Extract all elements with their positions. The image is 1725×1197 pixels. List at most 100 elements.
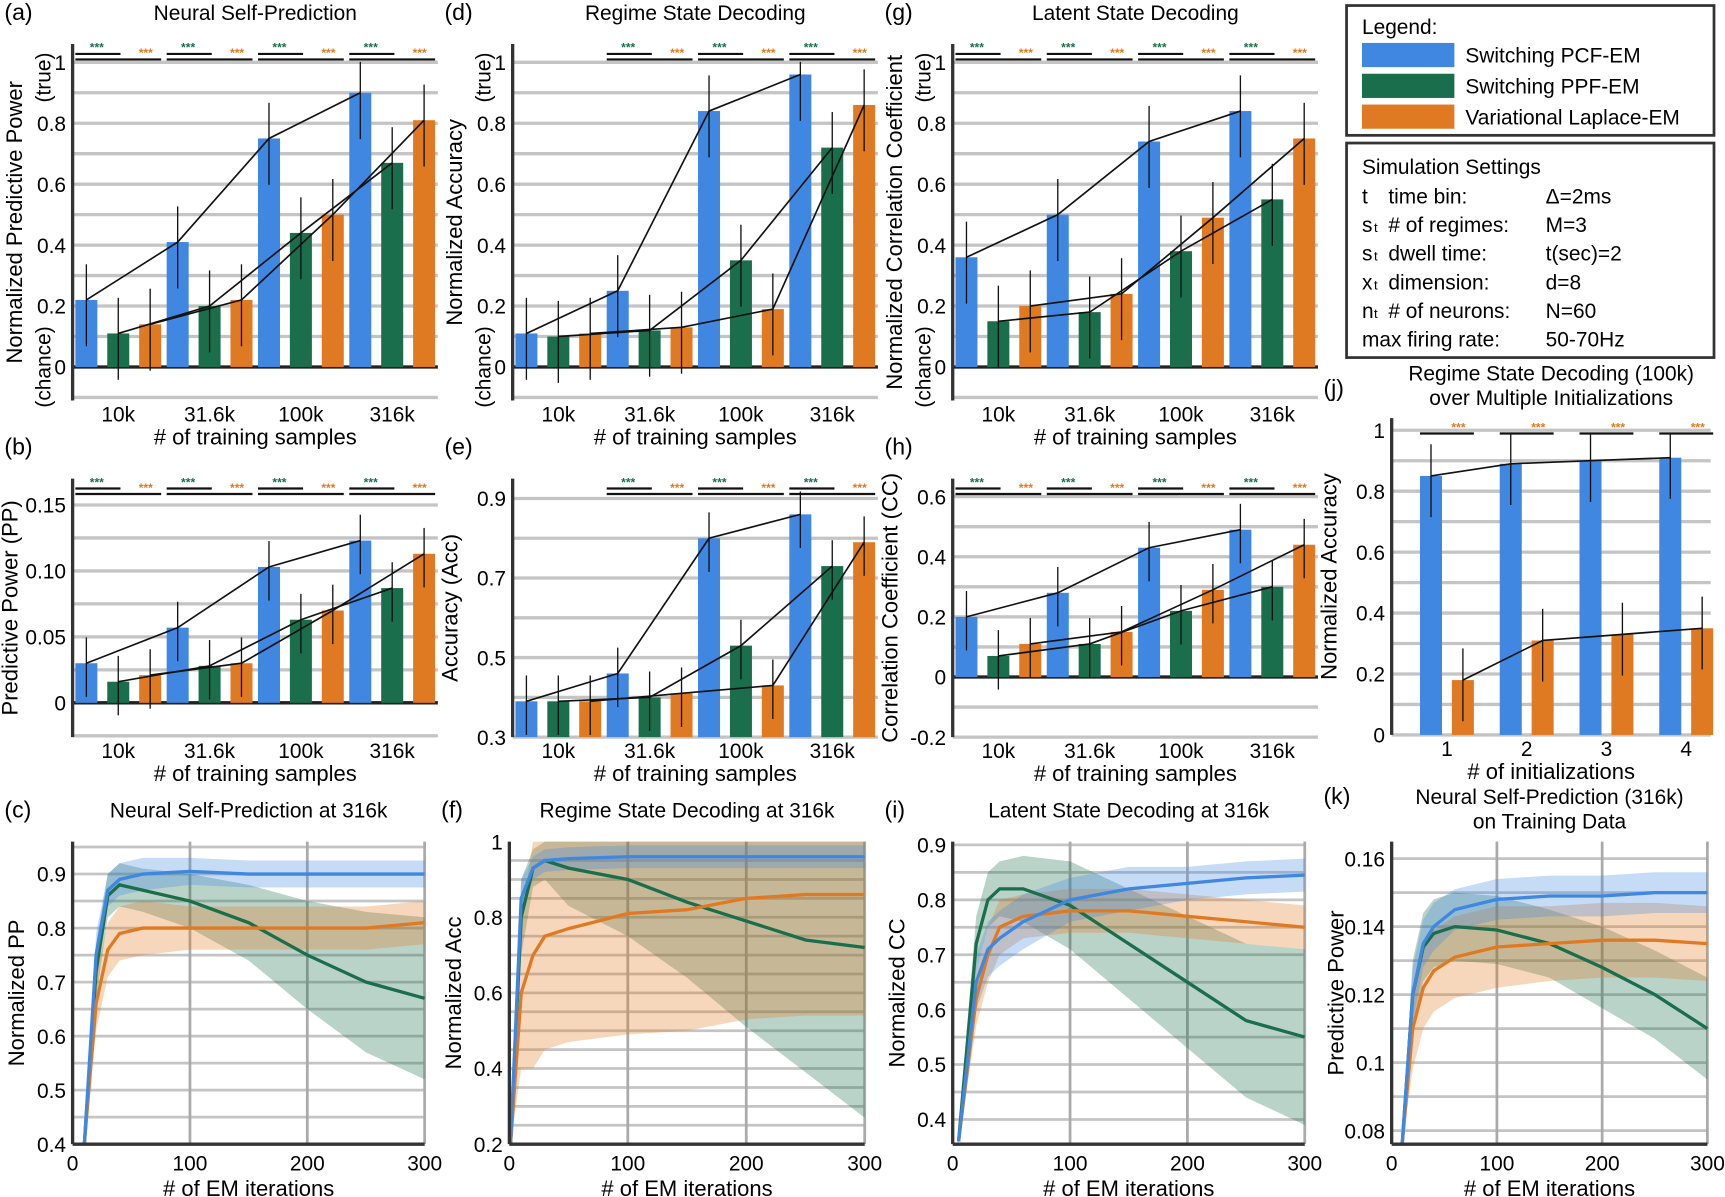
category-label: 4 bbox=[1680, 738, 1692, 761]
bar bbox=[289, 232, 312, 367]
y-axis-label: Normalized CC bbox=[884, 918, 909, 1067]
y-tick-label: 0.3 bbox=[477, 727, 506, 750]
category-label: 100k bbox=[278, 403, 324, 426]
legend-title: Legend: bbox=[1362, 16, 1438, 39]
bar bbox=[1138, 141, 1161, 367]
bar bbox=[381, 588, 404, 703]
y-tick-label: 0.05 bbox=[25, 627, 66, 650]
bar bbox=[321, 214, 344, 367]
confidence-band-variational-laplace-em bbox=[510, 841, 865, 1145]
category-label: 10k bbox=[982, 403, 1016, 426]
panel-j: 1 *** 2 *** 3 *** 4 *** 0 0.2 0.4 0.6 0.8 1 # of initi… bbox=[1317, 363, 1714, 784]
significance-laplace: *** bbox=[139, 481, 153, 495]
x-axis-label: # of EM iterations bbox=[1043, 1176, 1214, 1197]
legend-label-pcf: Switching PCF-EM bbox=[1465, 45, 1640, 68]
legend-label-laplace: Variational Laplace-EM bbox=[1465, 106, 1679, 129]
y-tick-label: 0.6 bbox=[917, 999, 946, 1022]
significance-ppf: *** bbox=[1061, 475, 1075, 489]
trend-line bbox=[1462, 627, 1703, 681]
trend-line bbox=[150, 553, 425, 676]
setting-label: # of neurons: bbox=[1388, 300, 1510, 323]
setting-symbol: x bbox=[1362, 271, 1373, 294]
y-axis-label: Normalized Accuracy bbox=[442, 119, 467, 326]
x-tick-label: 100 bbox=[1053, 1153, 1088, 1176]
category-label: 31.6k bbox=[1064, 740, 1116, 763]
bar bbox=[853, 104, 876, 367]
setting-symbol-subscript: t bbox=[1374, 249, 1378, 264]
y-tick-label: 0.8 bbox=[917, 890, 946, 913]
significance-laplace: *** bbox=[1110, 46, 1124, 60]
y-axis-label-chance: (chance) bbox=[473, 326, 496, 407]
significance-ppf: *** bbox=[621, 41, 635, 55]
trend-line bbox=[85, 92, 361, 301]
bar bbox=[789, 514, 812, 738]
y-tick-label: 0 bbox=[494, 357, 506, 380]
significance-ppf: *** bbox=[90, 475, 104, 489]
settings-title: Simulation Settings bbox=[1362, 156, 1541, 179]
y-tick-label: 0.2 bbox=[917, 296, 946, 319]
bar bbox=[821, 147, 844, 367]
y-tick-label: 1 bbox=[1373, 420, 1385, 443]
bar bbox=[349, 540, 372, 703]
confidence-band-switching-pcf-em bbox=[1402, 872, 1708, 1145]
panel-e: 10k 31.6k *** *** 100k *** *** 316k *** *** 0.3 0.5… bbox=[438, 433, 878, 786]
bar bbox=[1046, 214, 1069, 367]
significance-laplace: *** bbox=[321, 481, 335, 495]
panel-title: Latent State Decoding bbox=[1032, 2, 1239, 25]
y-tick-label: 0.1 bbox=[1356, 1052, 1385, 1075]
significance-ppf: *** bbox=[1152, 41, 1166, 55]
y-axis-label: Normalized Predictive Power bbox=[2, 81, 27, 363]
bar bbox=[789, 74, 812, 367]
y-axis-label: Normalized Accuracy bbox=[1317, 473, 1342, 680]
y-axis-label: Predictive Power (PP) bbox=[0, 500, 23, 715]
x-axis-label: # of initializations bbox=[1467, 759, 1635, 784]
bar bbox=[1531, 640, 1554, 735]
series-line-variational-laplace-em bbox=[82, 921, 425, 1145]
y-tick-label: 0.6 bbox=[37, 174, 66, 197]
significance-laplace: *** bbox=[853, 46, 867, 60]
panel-label: (a) bbox=[4, 0, 32, 25]
y-tick-label: 0 bbox=[1373, 725, 1385, 748]
panel-title: Regime State Decoding bbox=[585, 2, 806, 25]
significance-laplace: *** bbox=[1019, 481, 1033, 495]
series-line-switching-pcf-em bbox=[1400, 890, 1708, 1145]
y-tick-label: 0.6 bbox=[37, 1026, 66, 1049]
y-tick-label: 0.8 bbox=[1356, 481, 1385, 504]
significance-laplace: *** bbox=[1019, 46, 1033, 60]
y-tick-label: 0.10 bbox=[25, 561, 66, 584]
y-axis-label-chance: (chance) bbox=[33, 326, 56, 407]
panel-label: (j) bbox=[1323, 375, 1344, 401]
trend-line bbox=[526, 73, 801, 335]
trend-line bbox=[118, 162, 393, 335]
y-tick-label: 0.8 bbox=[37, 113, 66, 136]
significance-ppf: *** bbox=[90, 41, 104, 55]
significance-laplace: *** bbox=[413, 46, 427, 60]
panel-label: (i) bbox=[885, 796, 906, 822]
x-tick-label: 0 bbox=[504, 1153, 516, 1176]
y-tick-label: 0.9 bbox=[37, 864, 66, 887]
bar bbox=[257, 566, 280, 703]
x-tick-label: 0 bbox=[1386, 1153, 1398, 1176]
setting-value: M=3 bbox=[1546, 214, 1587, 237]
panel-label: (b) bbox=[4, 433, 32, 459]
panel-g: 10k *** *** 31.6k *** *** 100k *** *** 316k *** ***… bbox=[882, 0, 1318, 449]
category-label: 100k bbox=[718, 740, 764, 763]
trend-line bbox=[590, 541, 865, 703]
y-axis-label-chance: (chance) bbox=[913, 326, 936, 407]
x-axis-label: # of training samples bbox=[154, 424, 357, 449]
x-tick-label: 100 bbox=[610, 1153, 645, 1176]
bar bbox=[413, 120, 436, 367]
y-tick-label: 0 bbox=[934, 667, 946, 690]
bar bbox=[729, 260, 752, 367]
y-tick-label: 0.7 bbox=[917, 944, 946, 967]
panel-label: (e) bbox=[444, 433, 472, 459]
setting-label: dimension: bbox=[1388, 271, 1489, 294]
x-tick-label: 300 bbox=[407, 1153, 442, 1176]
y-tick-label: 0.2 bbox=[477, 296, 506, 319]
series-line-variational-laplace-em bbox=[956, 909, 1305, 1142]
bar bbox=[1229, 111, 1252, 367]
x-axis-label: # of training samples bbox=[1034, 424, 1237, 449]
significance-laplace: *** bbox=[1293, 46, 1307, 60]
significance-ppf: *** bbox=[970, 475, 984, 489]
